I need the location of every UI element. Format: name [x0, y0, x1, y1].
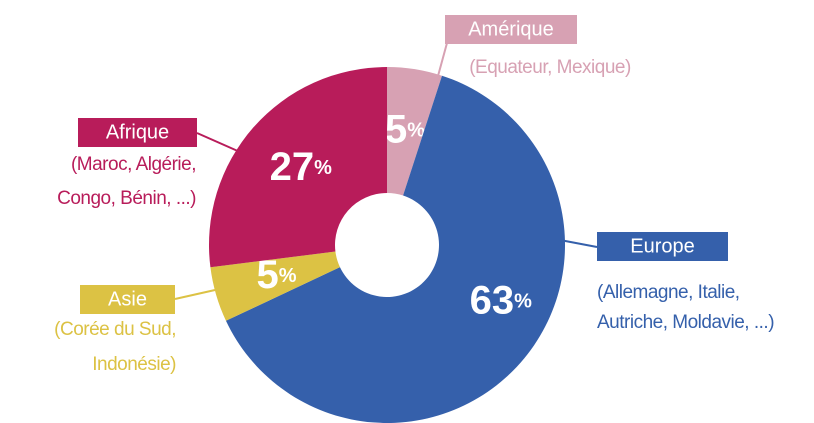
category-note: (Maroc, Algérie,	[71, 154, 196, 175]
category-label: Europe	[630, 235, 695, 257]
value-unit: %	[279, 265, 297, 287]
value-label: 5%	[385, 107, 425, 151]
value-label: 27%	[270, 145, 333, 189]
value-number: 5	[257, 253, 279, 297]
leader-line	[437, 42, 448, 77]
category-note: (Allemagne, Italie,	[597, 282, 740, 303]
value-unit: %	[314, 157, 332, 179]
category-label: Amérique	[468, 18, 554, 40]
category-note: (Equateur, Mexique)	[469, 57, 631, 78]
leader-line	[559, 239, 598, 248]
label-box	[445, 15, 577, 44]
label-box	[78, 118, 197, 147]
value-number: 27	[270, 145, 315, 189]
donut-slice	[387, 67, 443, 196]
category-note: Indonésie)	[92, 354, 176, 375]
label-box	[80, 285, 175, 314]
label-box	[597, 232, 728, 261]
category-label: Asie	[108, 288, 147, 310]
value-label: 5%	[257, 253, 297, 297]
donut-slice	[208, 67, 387, 268]
value-number: 5	[385, 107, 407, 151]
value-unit: %	[407, 120, 425, 142]
donut-slice	[225, 75, 565, 423]
donut-slice	[210, 251, 340, 321]
category-label: Afrique	[106, 121, 169, 143]
leader-line	[196, 132, 241, 153]
category-note: Autriche, Moldavie, ...)	[597, 312, 774, 333]
category-note: (Corée du Sud,	[54, 319, 176, 340]
category-note: Congo, Bénin, ...)	[57, 188, 196, 209]
value-number: 63	[470, 278, 515, 322]
leader-line	[174, 289, 216, 300]
value-unit: %	[514, 291, 532, 313]
value-label: 63%	[470, 278, 533, 322]
